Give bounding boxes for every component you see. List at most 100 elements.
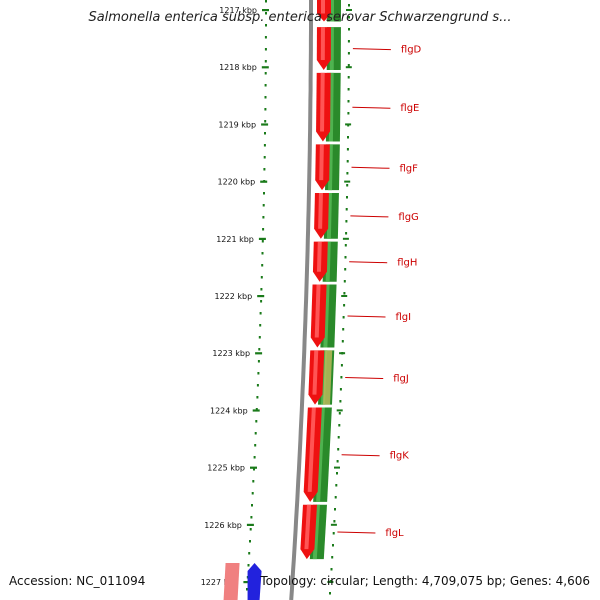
kbp-tick-label: 1220 kbp xyxy=(217,178,255,187)
scale-dot xyxy=(264,108,267,111)
outer-ring-dot xyxy=(330,568,333,571)
outer-ring-tick xyxy=(345,66,352,69)
outer-ring-dot xyxy=(348,28,350,31)
outer-ring-dot xyxy=(342,316,345,319)
gene-label: flgI xyxy=(396,312,412,323)
scale-dot xyxy=(248,552,251,555)
scale-dot xyxy=(261,264,264,267)
scale-dot xyxy=(247,564,250,567)
outer-ring-dot xyxy=(329,592,331,595)
scale-dot xyxy=(264,84,267,87)
outer-ring-dot xyxy=(346,196,348,199)
outer-ring-dot xyxy=(347,40,350,43)
forward-cds-track xyxy=(300,0,331,560)
outer-ring-dot xyxy=(335,484,338,487)
gene-label: flgJ xyxy=(393,374,409,385)
scale-dot xyxy=(255,408,258,411)
kbp-tick xyxy=(261,123,269,126)
kbp-tick-label: 1223 kbp xyxy=(212,349,250,358)
bottom-feature-block xyxy=(223,563,240,600)
cds-arrow-highlight xyxy=(304,504,311,550)
scale-dot xyxy=(261,252,264,255)
kbp-tick-label: 1219 kbp xyxy=(218,120,256,129)
outer-ring-dot xyxy=(336,460,339,463)
outer-ring-dot xyxy=(338,412,341,415)
gene-label-leader xyxy=(337,531,376,534)
scale-dot xyxy=(262,204,265,207)
kbp-tick-label: 1222 kbp xyxy=(214,292,252,301)
outer-ring-dot xyxy=(348,16,350,19)
outer-ring-tick xyxy=(342,237,349,240)
outer-ring-dot xyxy=(339,388,342,391)
scale-dot xyxy=(253,456,256,459)
scale-dot xyxy=(250,516,253,519)
outer-ring-dot xyxy=(344,256,347,259)
gene-label-leader xyxy=(341,454,380,457)
outer-ring-dot xyxy=(336,472,338,475)
gene-label: flgF xyxy=(400,163,419,174)
outer-ring-dot xyxy=(339,400,342,403)
bottom-features xyxy=(223,563,262,600)
kbp-tick xyxy=(260,180,268,183)
outer-ring-dot xyxy=(332,544,334,547)
cds-arrow-highlight xyxy=(307,407,316,492)
outer-ring-dot xyxy=(345,232,348,235)
scale-dot xyxy=(256,396,259,399)
outer-ring-dot xyxy=(347,112,350,115)
outer-ring-dot xyxy=(344,244,347,247)
gene-label-leader xyxy=(352,106,391,109)
gene-label-leader xyxy=(352,48,391,51)
scale-dot xyxy=(258,336,261,339)
scale-dot xyxy=(249,528,252,531)
scale-dot xyxy=(264,48,267,51)
scale-dot xyxy=(264,96,267,99)
kbp-tick xyxy=(261,66,269,69)
outer-ring-dot xyxy=(347,100,350,103)
outer-ring-dot xyxy=(347,136,349,139)
gene-labels: flgD flgE flgF flgG flgH flgI flgJ flgK flgL xyxy=(337,45,422,539)
scale-dot xyxy=(260,300,263,303)
scale-dot xyxy=(263,144,266,147)
gene-label: flgH xyxy=(397,258,417,269)
scale-dot xyxy=(257,372,260,375)
outer-ring-dot xyxy=(347,52,350,55)
gene-label-leader xyxy=(349,261,388,264)
outer-ring-dot xyxy=(332,532,335,535)
kbp-tick-label: 1224 kbp xyxy=(210,406,248,415)
kbp-tick-label: 1218 kbp xyxy=(219,63,257,72)
kbp-tick xyxy=(246,523,254,526)
cds-arrow-highlight xyxy=(319,144,324,181)
scale-dot xyxy=(259,312,262,315)
kbp-tick-label: 1226 kbp xyxy=(204,521,242,530)
outer-ring-dot xyxy=(342,328,345,331)
scale-dot xyxy=(265,0,267,3)
outer-ring-dot xyxy=(345,208,348,211)
outer-ring-dot xyxy=(346,160,349,163)
gene-label-leader xyxy=(350,215,389,218)
kbp-tick-label: 1221 kbp xyxy=(216,235,254,244)
scale-dot xyxy=(260,288,263,291)
scale-dot xyxy=(261,240,264,243)
kbp-tick xyxy=(258,237,266,240)
scale-dot xyxy=(265,12,267,15)
outer-ring-dot xyxy=(346,184,349,187)
scale-dot xyxy=(264,120,267,123)
outer-ring-dot xyxy=(348,4,350,7)
scale-dot xyxy=(254,432,257,435)
outer-ring-tick xyxy=(334,466,340,469)
outer-ring-tick xyxy=(330,523,337,526)
outer-ring-dot xyxy=(343,280,346,283)
kbp-tick xyxy=(255,352,263,355)
cds-arrow-highlight xyxy=(320,27,325,61)
scale-dot xyxy=(253,468,255,471)
outer-ring-dot xyxy=(347,76,350,79)
outer-ring-tick xyxy=(344,180,351,183)
outer-ring-dot xyxy=(347,88,350,91)
outer-ring-dot xyxy=(345,220,348,223)
gene-label-leader xyxy=(351,166,390,169)
bottom-feature-arrow xyxy=(247,563,262,600)
outer-ring-dot xyxy=(337,448,340,451)
scale-dot xyxy=(246,588,248,591)
cds-arrow-highlight xyxy=(312,350,319,395)
scale-dot xyxy=(254,444,257,447)
